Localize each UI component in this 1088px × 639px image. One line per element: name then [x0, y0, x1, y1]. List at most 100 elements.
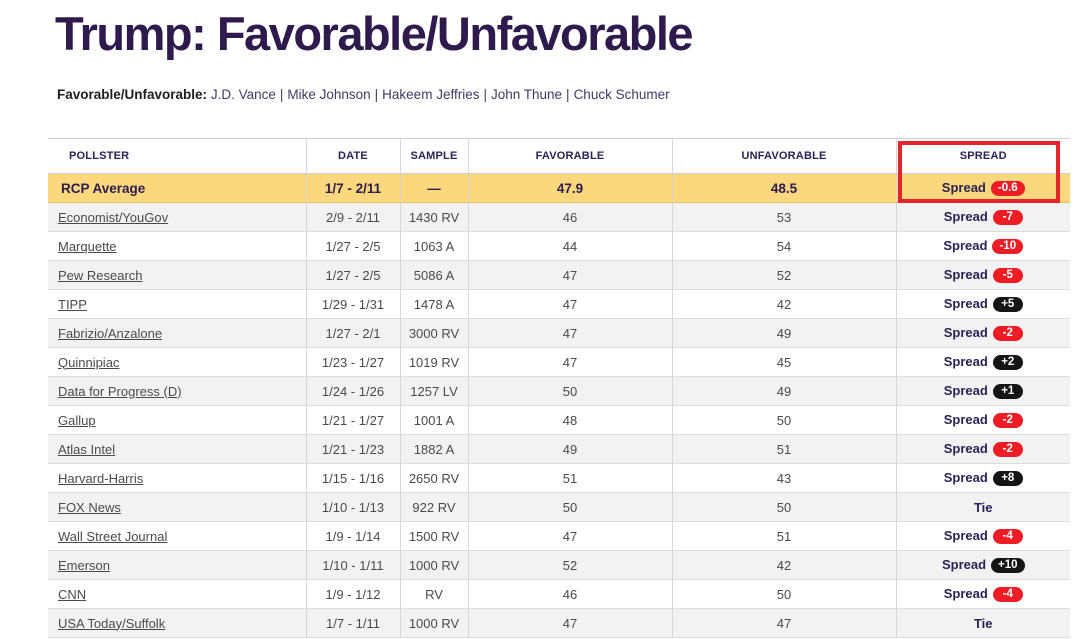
pollster-cell: Harvard-Harris	[48, 463, 306, 493]
pollster-link[interactable]: Fabrizio/Anzalone	[58, 325, 163, 341]
spread-cell: Spread -10	[895, 231, 1070, 261]
spread-cell: Spread -4	[895, 521, 1070, 551]
spread-value-badge: -2	[992, 413, 1023, 428]
sample-cell: 1000 RV	[399, 608, 468, 638]
poll-row: Economist/YouGov 2/9 - 2/11 1430 RV 46 53 Spr…	[48, 202, 1070, 232]
spread-label: Spread	[943, 238, 988, 253]
pollster-link[interactable]: Data for Progress (D)	[58, 383, 182, 399]
poll-row: Data for Progress (D) 1/24 - 1/26 1257 LV 5…	[48, 376, 1070, 406]
unfavorable-cell: 45	[671, 347, 896, 377]
pollster-link[interactable]: Gallup	[58, 412, 96, 428]
sample-cell: RV	[399, 579, 468, 609]
spread-value-badge: +2	[992, 355, 1023, 370]
poll-row: Pew Research 1/27 - 2/5 5086 A 47 52 Spread -5	[48, 260, 1070, 290]
date-cell: 1/7 - 1/11	[305, 608, 400, 638]
date-cell: 1/15 - 1/16	[305, 463, 400, 493]
spread-cell: Spread -2	[895, 434, 1070, 464]
favorable-cell: 52	[467, 550, 672, 580]
pollster-link[interactable]: TIPP	[58, 296, 87, 312]
spread-cell: Spread -2	[895, 318, 1070, 348]
poll-row: TIPP 1/29 - 1/31 1478 A 47 42 Spread +5	[48, 289, 1070, 319]
pollster-link[interactable]: Emerson	[58, 557, 111, 573]
related-polls-breadcrumb: Favorable/Unfavorable: J.D. Vance | Mike J…	[57, 87, 670, 102]
spread-label: Spread	[941, 180, 986, 195]
pollster-cell: Economist/YouGov	[48, 202, 306, 232]
spread-value-badge: +5	[992, 297, 1023, 312]
unfavorable-cell: 53	[671, 202, 896, 232]
pollster-link[interactable]: Marquette	[58, 238, 117, 254]
pollster-cell: Atlas Intel	[48, 434, 306, 464]
header-unfavorable: UNFAVORABLE	[671, 138, 896, 174]
spread-label: Spread	[943, 441, 988, 456]
sample-cell: 1478 A	[399, 289, 468, 319]
pollster-link[interactable]: FOX News	[58, 499, 121, 515]
spread-label: Spread	[943, 383, 988, 398]
average-favorable: 47.9	[467, 173, 672, 203]
sample-cell: 1882 A	[399, 434, 468, 464]
related-poll-link[interactable]: John Thune	[490, 87, 563, 102]
spread-value-badge: +10	[991, 558, 1025, 573]
spread-value-badge: +1	[992, 384, 1023, 399]
pollster-link[interactable]: Pew Research	[58, 267, 143, 283]
related-poll-link[interactable]: Hakeem Jeffries	[382, 87, 480, 102]
related-poll-link[interactable]: J.D. Vance	[210, 87, 276, 102]
spread-cell: Spread -2	[895, 405, 1070, 435]
spread-cell: Spread +5	[895, 289, 1070, 319]
poll-results-table: POLLSTER DATE SAMPLE FAVORABLE UNFAVORAB…	[48, 138, 1070, 638]
related-poll-link[interactable]: Chuck Schumer	[573, 87, 670, 102]
pollster-cell: USA Today/Suffolk	[48, 608, 306, 638]
tie-label: Tie	[973, 499, 993, 515]
header-favorable: FAVORABLE	[467, 138, 672, 174]
spread-value-badge: -10	[992, 239, 1024, 254]
unfavorable-cell: 47	[671, 608, 896, 638]
unfavorable-cell: 50	[671, 579, 896, 609]
header-spread: SPREAD	[895, 138, 1070, 174]
spread-label: Spread	[943, 209, 988, 224]
pollster-link[interactable]: Quinnipiac	[58, 354, 120, 370]
favorable-cell: 47	[467, 521, 672, 551]
favorable-cell: 48	[467, 405, 672, 435]
date-cell: 2/9 - 2/11	[305, 202, 400, 232]
spread-cell: Tie	[895, 608, 1070, 638]
pollster-link[interactable]: Wall Street Journal	[58, 528, 168, 544]
favorable-cell: 49	[467, 434, 672, 464]
sample-cell: 1063 A	[399, 231, 468, 261]
favorable-cell: 46	[467, 202, 672, 232]
unfavorable-cell: 51	[671, 521, 896, 551]
pollster-cell: Marquette	[48, 231, 306, 261]
subtitle-separator: |	[374, 87, 379, 102]
unfavorable-cell: 42	[671, 550, 896, 580]
spread-label: Spread	[941, 557, 987, 572]
pollster-link[interactable]: Atlas Intel	[58, 441, 116, 457]
poll-row: Quinnipiac 1/23 - 1/27 1019 RV 47 45 Spread +2	[48, 347, 1070, 377]
date-cell: 1/10 - 1/13	[305, 492, 400, 522]
related-poll-link[interactable]: Mike Johnson	[287, 87, 371, 102]
poll-row: Wall Street Journal 1/9 - 1/14 1500 RV 47 51…	[48, 521, 1070, 551]
date-cell: 1/27 - 2/1	[305, 318, 400, 348]
pollster-link[interactable]: CNN	[58, 586, 87, 602]
poll-row: CNN 1/9 - 1/12 RV 46 50 Spread -4	[48, 579, 1070, 609]
spread-cell: Spread +2	[895, 347, 1070, 377]
favorable-cell: 47	[467, 347, 672, 377]
sample-cell: 1500 RV	[399, 521, 468, 551]
tie-label: Tie	[973, 615, 993, 631]
date-cell: 1/21 - 1/23	[305, 434, 400, 464]
date-cell: 1/24 - 1/26	[305, 376, 400, 406]
spread-label: Spread	[943, 470, 988, 485]
subtitle-separator: |	[566, 87, 570, 102]
average-unfavorable: 48.5	[671, 173, 896, 203]
date-cell: 1/23 - 1/27	[305, 347, 400, 377]
sample-cell: 3000 RV	[399, 318, 468, 348]
pollster-link[interactable]: Harvard-Harris	[58, 470, 144, 486]
favorable-cell: 47	[467, 260, 672, 290]
subtitle-separator: |	[279, 87, 284, 102]
sample-cell: 1019 RV	[399, 347, 468, 377]
spread-value-badge: -4	[992, 587, 1023, 602]
unfavorable-cell: 50	[671, 405, 896, 435]
poll-row: Harvard-Harris 1/15 - 1/16 2650 RV 51 43 Spre…	[48, 463, 1070, 493]
average-pollster: RCP Average	[48, 173, 306, 203]
pollster-link[interactable]: USA Today/Suffolk	[58, 615, 166, 631]
pollster-link[interactable]: Economist/YouGov	[58, 209, 169, 225]
spread-label: Spread	[943, 325, 988, 340]
